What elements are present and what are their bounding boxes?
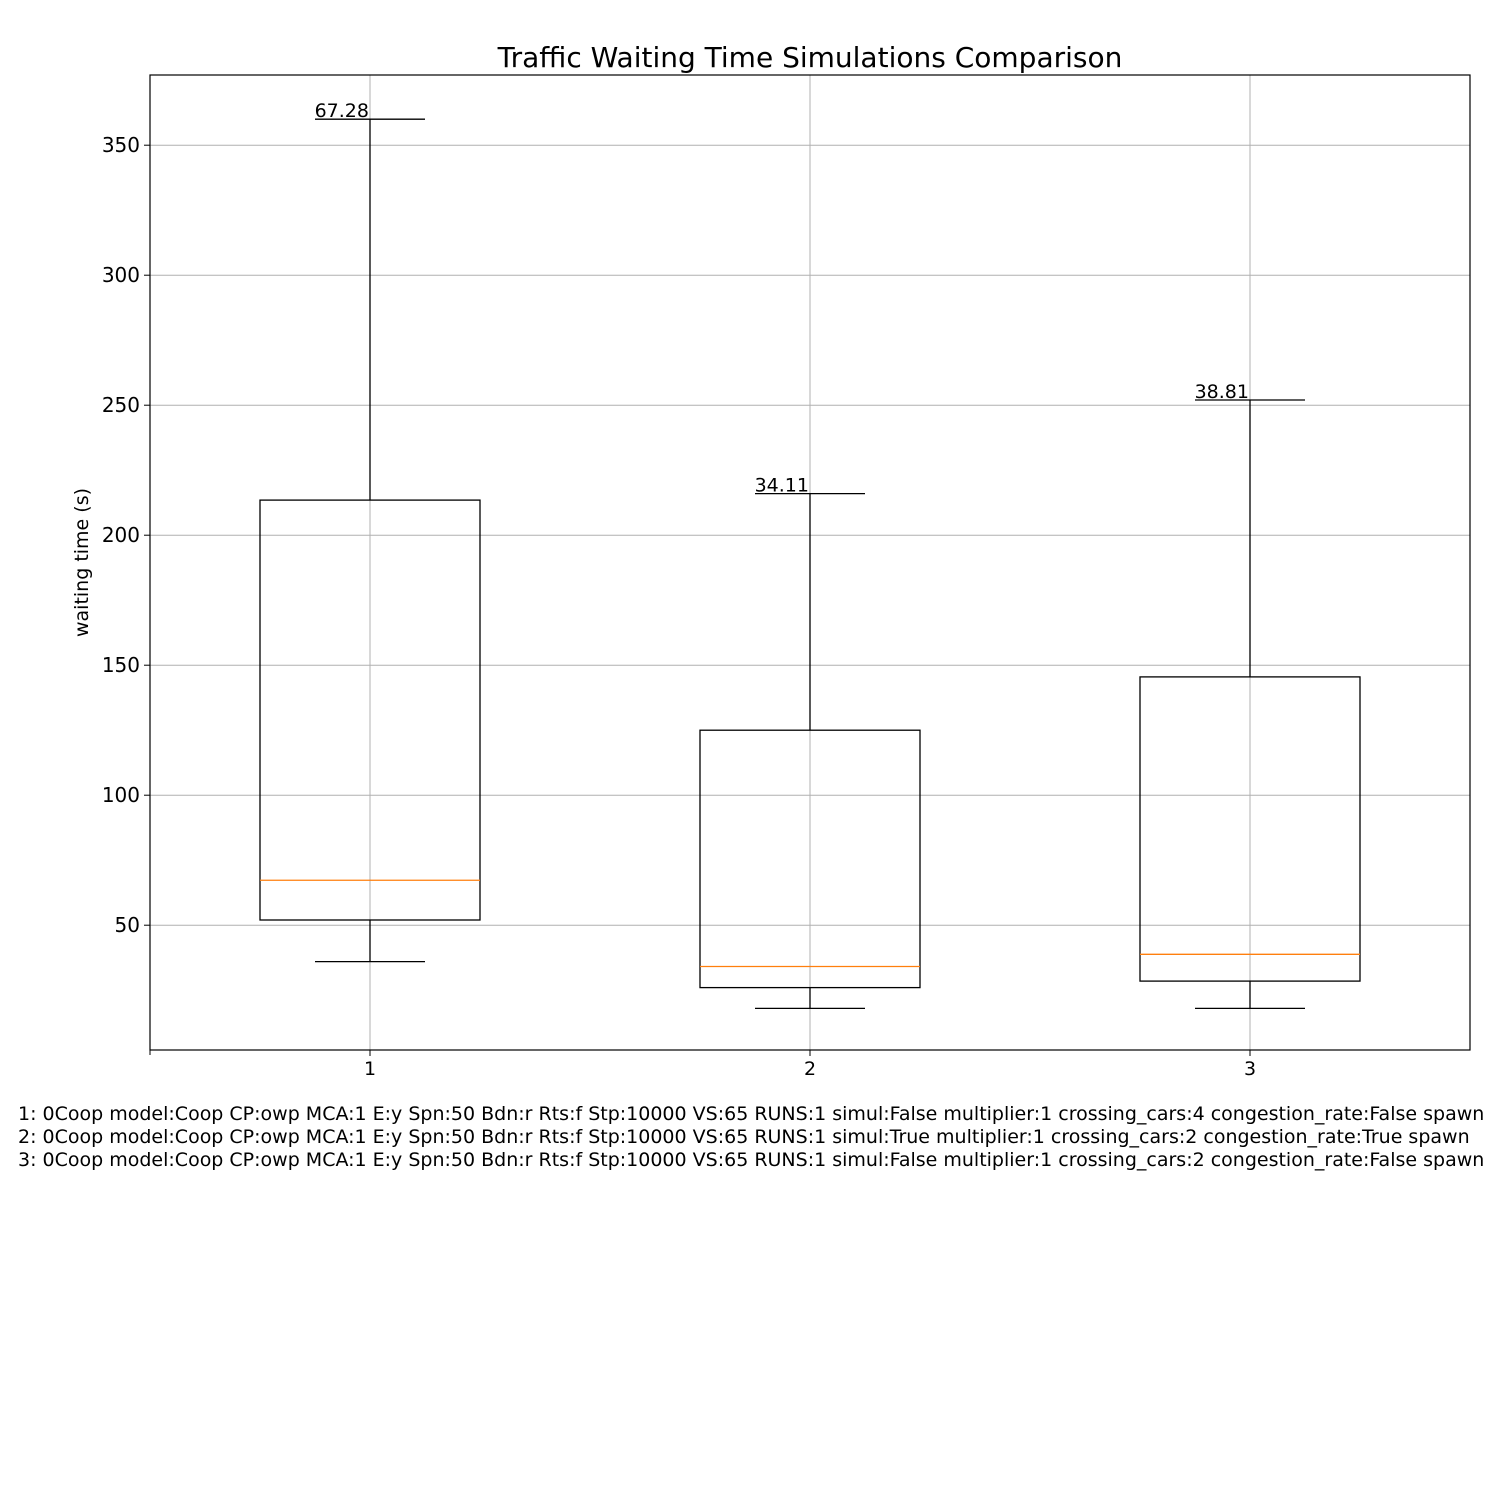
median-value-label-3: 38.81 [1195, 381, 1249, 403]
y-tick-label-350: 350 [102, 133, 140, 157]
plot-frame [149, 74, 1471, 1051]
note-line-3: 3: 0Coop model:Coop CP:owp MCA:1 E:y Spn… [18, 1149, 1485, 1171]
box-3 [1139, 676, 1361, 982]
x-tick-label-3: 3 [1244, 1058, 1256, 1080]
x-tick-label-1: 1 [364, 1058, 376, 1080]
note-line-1: 1: 0Coop model:Coop CP:owp MCA:1 E:y Spn… [18, 1103, 1485, 1125]
simulation-notes: 1: 0Coop model:Coop CP:owp MCA:1 E:y Spn… [18, 1103, 1500, 1172]
box-1 [259, 499, 481, 921]
y-axis-label: waiting time (s) [71, 488, 93, 637]
note-line-2: 2: 0Coop model:Coop CP:owp MCA:1 E:y Spn… [18, 1126, 1470, 1148]
y-tick-label-250: 250 [102, 393, 140, 417]
y-tick-label-50: 50 [115, 913, 140, 937]
box-plot-chart: Traffic Waiting Time Simulations Compari… [71, 41, 1471, 1080]
y-tick-label-150: 150 [102, 653, 140, 677]
median-value-label-2: 34.11 [755, 475, 809, 497]
y-tick-label-300: 300 [102, 263, 140, 287]
box-2 [699, 729, 921, 989]
median-value-label-1: 67.28 [315, 100, 369, 122]
y-tick-label-100: 100 [102, 783, 140, 807]
x-tick-label-2: 2 [804, 1058, 816, 1080]
y-tick-label-200: 200 [102, 523, 140, 547]
chart-title: Traffic Waiting Time Simulations Compari… [497, 41, 1123, 74]
